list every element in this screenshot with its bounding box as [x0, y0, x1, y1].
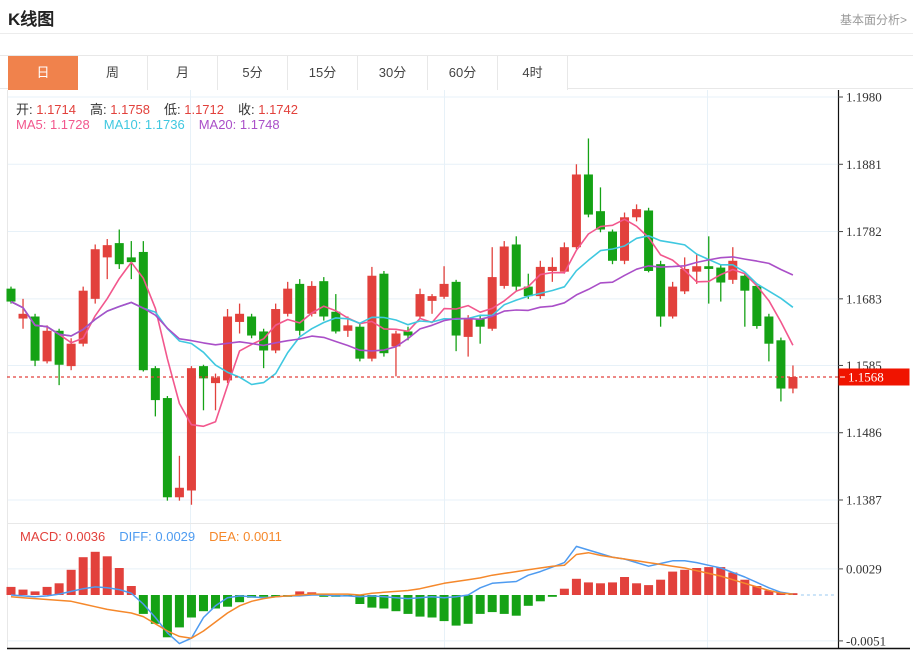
legend-item: DIFF: 0.0029: [119, 529, 196, 544]
legend-item: MA5: 1.1728: [16, 117, 90, 132]
tab-15min[interactable]: 15分: [288, 56, 358, 90]
header-divider: [0, 33, 913, 34]
page-title: K线图: [8, 10, 55, 29]
tab-month[interactable]: 月: [148, 56, 218, 90]
svg-text:-0.0051: -0.0051: [846, 633, 886, 648]
ma-legend: MA5: 1.1728 MA10: 1.1736 MA20: 1.1748: [16, 117, 294, 132]
ohlc-legend: 开: 1.1714 高: 1.1758 低: 1.1712 收: 1.1742: [16, 99, 312, 118]
legend-item: MACD: 0.0036: [20, 529, 106, 544]
svg-text:1.1387: 1.1387: [846, 493, 882, 508]
svg-text:1.1568: 1.1568: [848, 369, 884, 384]
legend-item: 开: 1.1714: [16, 102, 76, 117]
legend-item: 收: 1.1742: [238, 102, 298, 117]
tab-day[interactable]: 日: [8, 56, 78, 90]
svg-text:1.1881: 1.1881: [846, 157, 882, 172]
tab-60min[interactable]: 60分: [428, 56, 498, 90]
tab-30min[interactable]: 30分: [358, 56, 428, 90]
svg-text:1.1486: 1.1486: [846, 425, 882, 440]
legend-item: DEA: 0.0011: [209, 529, 282, 544]
interval-tab-bar: 日周月 5分 15分 30分 60分 4时: [0, 55, 913, 90]
tab-week[interactable]: 周: [78, 56, 148, 90]
tab-4hour[interactable]: 4时: [498, 56, 568, 90]
legend-item: 高: 1.1758: [90, 102, 150, 117]
legend-item: MA20: 1.1748: [198, 117, 280, 132]
svg-text:1.1782: 1.1782: [846, 224, 882, 239]
svg-text:1.1683: 1.1683: [846, 291, 882, 306]
legend-item: MA10: 1.1736: [103, 117, 185, 132]
legend-item: 低: 1.1712: [164, 102, 224, 117]
tab-5min[interactable]: 5分: [218, 56, 288, 90]
svg-text:0.0029: 0.0029: [846, 561, 882, 576]
fundamental-analysis-link[interactable]: 基本面分析>: [839, 13, 907, 27]
macd-legend: MACD: 0.0036 DIFF: 0.0029 DEA: 0.0011: [20, 529, 296, 544]
svg-text:1.1980: 1.1980: [846, 90, 882, 105]
current-price-badge: [838, 368, 910, 386]
